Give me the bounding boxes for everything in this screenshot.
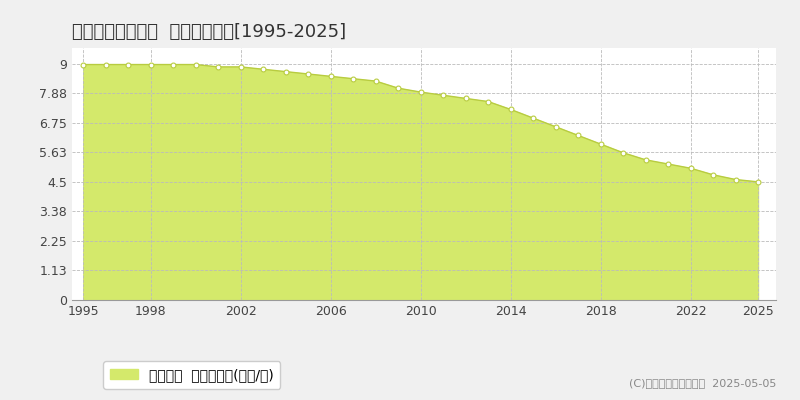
Text: ひたちなか市枝川  公示地価推移[1995-2025]: ひたちなか市枝川 公示地価推移[1995-2025]: [72, 23, 346, 41]
Legend: 公示地価  平均坪単価(万円/坪): 公示地価 平均坪単価(万円/坪): [103, 361, 281, 389]
Text: (C)土地価格ドットコム  2025-05-05: (C)土地価格ドットコム 2025-05-05: [629, 378, 776, 388]
